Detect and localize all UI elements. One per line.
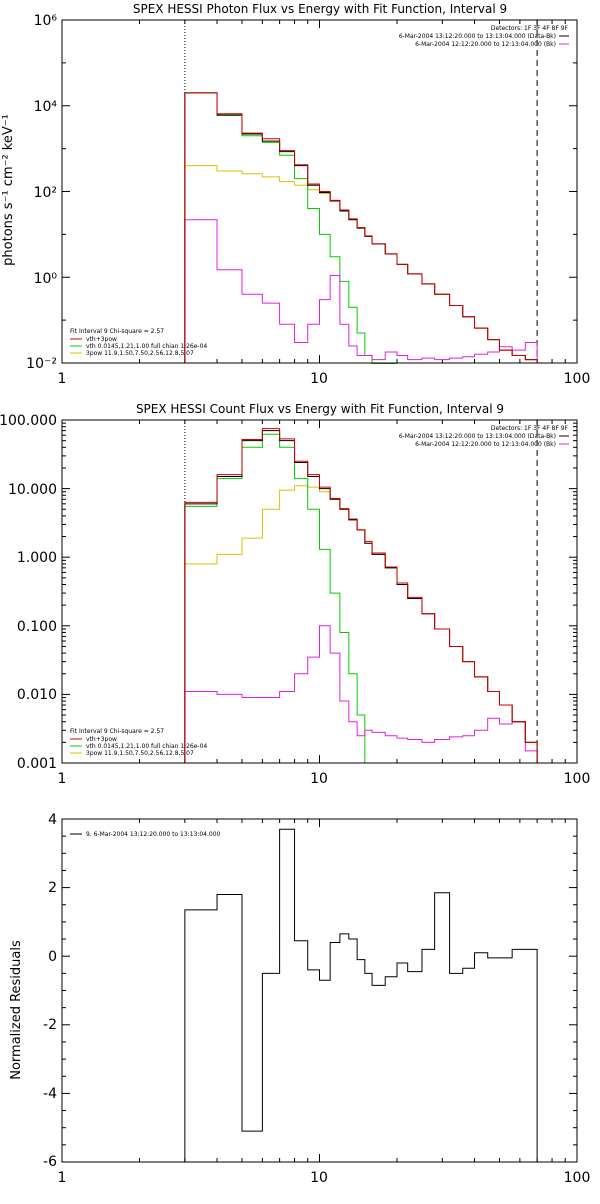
legend-entry-data: 6-Mar-2004 13:12:20.000 to 13:13:04.000 … bbox=[399, 433, 556, 440]
x-tick-label: 10 bbox=[310, 771, 328, 787]
count-chart-title: SPEX HESSI Count Flux vs Energy with Fit… bbox=[136, 402, 504, 416]
x-tick-label: 1 bbox=[58, 771, 67, 787]
series-data-bk bbox=[184, 92, 538, 364]
fit-header: Fit Interval 9 Chi-square = 2.57 bbox=[70, 328, 164, 335]
residuals-chart-ticks bbox=[61, 818, 577, 1163]
y-tick-label: 10² bbox=[34, 185, 57, 201]
count-chart-marks bbox=[184, 420, 538, 764]
series-bk bbox=[184, 625, 538, 764]
residuals-legend-entry: 9. 6-Mar-2004 13:12:20.000 to 13:13:04.0… bbox=[86, 831, 221, 838]
legend-entry-3pow: 3pow 11.9,1.50,7.50,2.56,12.8,5.07 bbox=[86, 350, 194, 357]
count-chart-legend-right: Detectors: 1F 3F 4F 8F 9F 6-Mar-2004 13:… bbox=[399, 425, 569, 448]
x-tick-label: 1 bbox=[58, 1170, 67, 1186]
count-chart-ticks bbox=[61, 420, 577, 764]
y-tick-label: 4 bbox=[48, 812, 57, 828]
y-tick-label: 0.001 bbox=[17, 756, 57, 772]
y-tick-label: -6 bbox=[43, 1154, 57, 1170]
count-chart-tick-labels: 1 10 100 0.001 0.010 0.100 1.000 10.000 … bbox=[0, 413, 590, 787]
photon-chart-legend-left: Fit Interval 9 Chi-square = 2.57 vth+3po… bbox=[70, 328, 207, 357]
count-chart-frame bbox=[61, 419, 578, 764]
count-flux-chart: SPEX HESSI Count Flux vs Energy with Fit… bbox=[0, 402, 590, 787]
x-tick-label: 100 bbox=[564, 771, 591, 787]
residuals-chart-marks bbox=[184, 828, 538, 1162]
detectors-label: Detectors: 1F 3F 4F 8F 9F bbox=[491, 425, 569, 432]
y-tick-label: 100.000 bbox=[0, 413, 57, 429]
series-data-bk bbox=[184, 430, 538, 764]
residuals-chart: Normalized Residuals 1 10 100 -6 -4 -2 0… bbox=[9, 812, 590, 1186]
residuals-chart-tick-labels: 1 10 100 -6 -4 -2 0 2 4 bbox=[43, 812, 590, 1186]
detectors-label: Detectors: 1F 3F 4F 8F 9F bbox=[491, 25, 569, 32]
y-tick-label: 0.010 bbox=[17, 687, 57, 703]
photon-chart-ylabel: photons s⁻¹ cm⁻² keV⁻¹ bbox=[1, 114, 16, 266]
series-vth-3pow bbox=[184, 428, 538, 764]
x-tick-label: 100 bbox=[564, 1170, 591, 1186]
legend-entry-vth: vth 0.0145,1.21,1.00 full chian 1.26e-04 bbox=[86, 343, 207, 350]
y-tick-label: 10⁴ bbox=[34, 99, 58, 115]
x-tick-label: 100 bbox=[564, 371, 591, 387]
y-tick-label: 10.000 bbox=[8, 482, 57, 498]
photon-chart-title: SPEX HESSI Photon Flux vs Energy with Fi… bbox=[133, 2, 507, 16]
x-tick-label: 10 bbox=[310, 1170, 328, 1186]
legend-entry-bk: 6-Mar-2004 12:12:20.000 to 12:13:04.000 … bbox=[415, 441, 556, 448]
y-tick-label: 0 bbox=[48, 949, 57, 965]
residuals-ylabel: Normalized Residuals bbox=[9, 940, 24, 1080]
series-3pow bbox=[184, 485, 538, 764]
residuals-legend: 9. 6-Mar-2004 13:12:20.000 to 13:13:04.0… bbox=[70, 831, 221, 838]
series-9-6-mar-2004-13-12-20-000-to-13-13-04-000 bbox=[184, 828, 538, 1162]
residuals-chart-frame bbox=[61, 818, 578, 1163]
x-tick-label: 10 bbox=[310, 371, 328, 387]
legend-entry-data: 6-Mar-2004 13:12:20.000 to 13:13:04.000 … bbox=[399, 33, 556, 40]
y-tick-label: 2 bbox=[48, 880, 57, 896]
x-tick-label: 1 bbox=[58, 371, 67, 387]
y-tick-label: 10⁶ bbox=[34, 13, 58, 29]
legend-entry-vth: vth 0.0145,1.21,1.00 full chian 1.26e-04 bbox=[86, 743, 207, 750]
y-tick-label: 1.000 bbox=[17, 550, 57, 566]
y-tick-label: -4 bbox=[43, 1086, 57, 1102]
y-tick-label: 0.100 bbox=[17, 619, 57, 635]
photon-flux-chart: SPEX HESSI Photon Flux vs Energy with Fi… bbox=[1, 2, 590, 387]
photon-chart-legend-right: Detectors: 1F 3F 4F 8F 9F 6-Mar-2004 13:… bbox=[399, 25, 569, 48]
photon-chart-tick-labels: 1 10 100 10⁻² 10⁰ 10² 10⁴ 10⁶ bbox=[26, 13, 590, 387]
legend-entry-vth3pow: vth+3pow bbox=[86, 736, 117, 743]
y-tick-label: 10⁻² bbox=[26, 356, 57, 372]
y-tick-label: -2 bbox=[43, 1017, 57, 1033]
series-3pow bbox=[184, 165, 538, 364]
photon-chart-frame bbox=[61, 19, 578, 364]
series-vth bbox=[184, 433, 373, 764]
series-bk bbox=[184, 219, 538, 364]
fit-header: Fit Interval 9 Chi-square = 2.57 bbox=[70, 728, 164, 735]
legend-entry-3pow: 3pow 11.9,1.50,7.50,2.56,12.8,5.07 bbox=[86, 750, 194, 757]
photon-chart-marks bbox=[184, 20, 538, 364]
legend-entry-bk: 6-Mar-2004 12:12:20.000 to 12:13:04.000 … bbox=[415, 41, 556, 48]
count-chart-legend-left: Fit Interval 9 Chi-square = 2.57 vth+3po… bbox=[70, 728, 207, 757]
legend-entry-vth3pow: vth+3pow bbox=[86, 336, 117, 343]
series-vth-3pow bbox=[184, 92, 538, 364]
y-tick-label: 10⁰ bbox=[34, 271, 58, 287]
